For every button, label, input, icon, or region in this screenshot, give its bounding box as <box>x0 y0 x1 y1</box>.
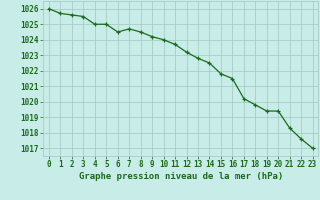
X-axis label: Graphe pression niveau de la mer (hPa): Graphe pression niveau de la mer (hPa) <box>79 172 283 181</box>
